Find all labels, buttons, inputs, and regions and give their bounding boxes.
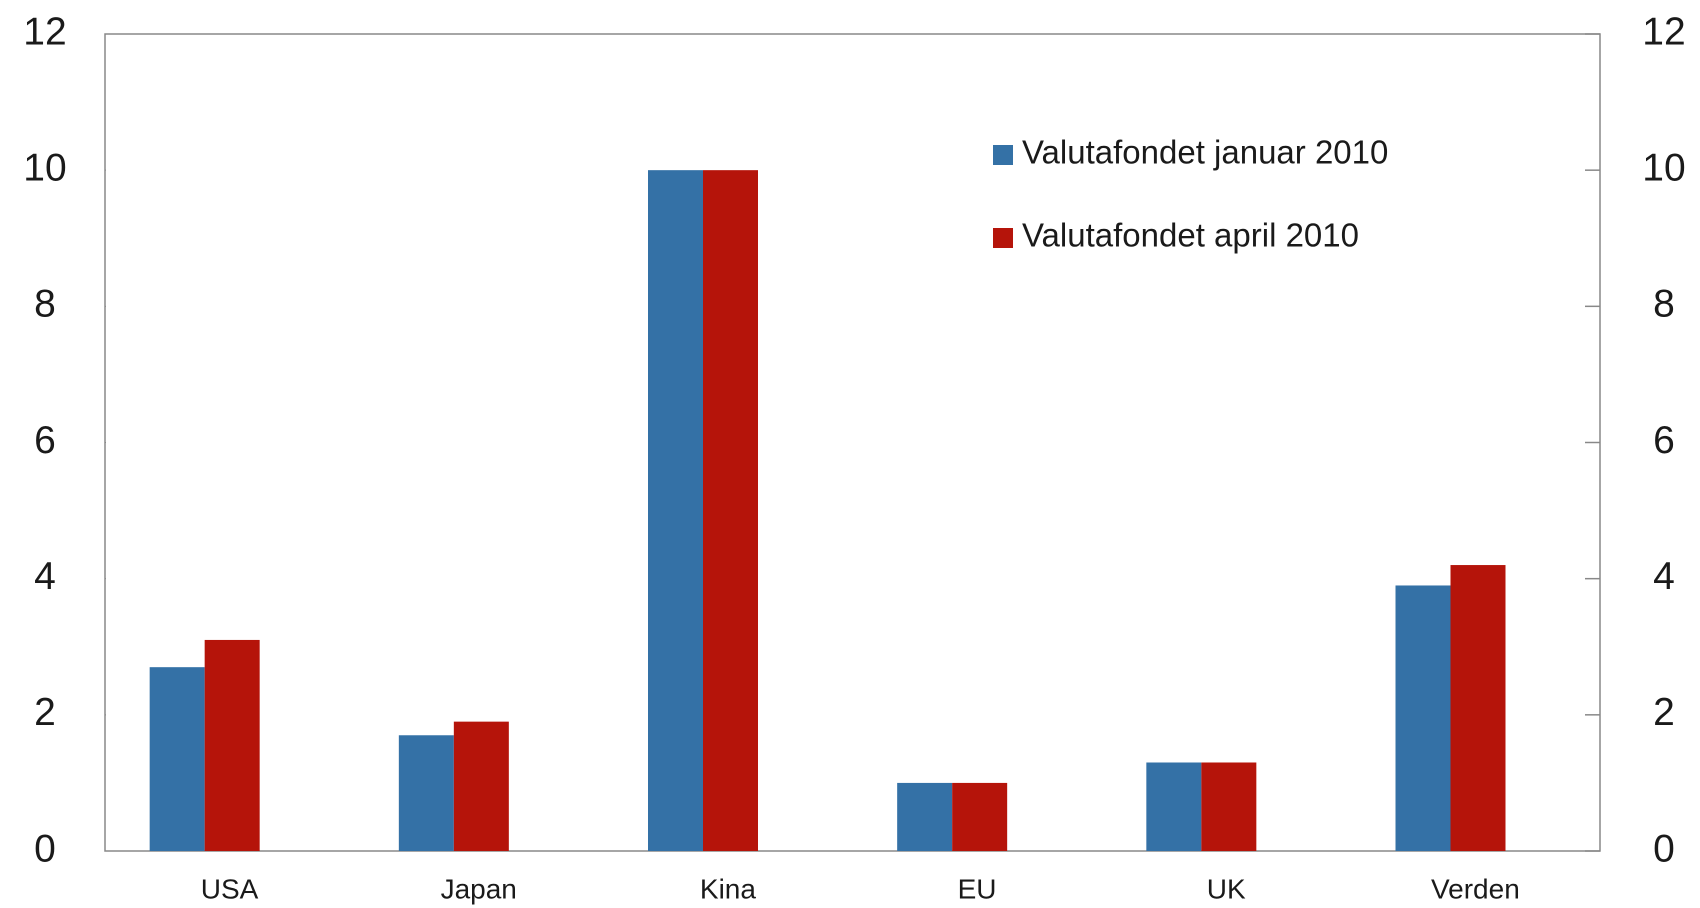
y-tick-label: 12 bbox=[23, 10, 66, 53]
bar bbox=[398, 735, 454, 851]
y2-tick-label: 4 bbox=[1653, 555, 1675, 598]
x-tick-label: Verden bbox=[1431, 873, 1520, 904]
y2-tick-label: 8 bbox=[1653, 283, 1675, 326]
legend-swatch bbox=[993, 145, 1013, 165]
x-tick-label: EU bbox=[958, 873, 997, 904]
x-tick-label: USA bbox=[201, 873, 259, 904]
bar bbox=[897, 782, 953, 851]
bar bbox=[453, 721, 509, 851]
bar bbox=[648, 170, 703, 851]
bar bbox=[952, 782, 1008, 851]
x-tick-label: Kina bbox=[700, 873, 756, 904]
y-tick-label: 10 bbox=[23, 146, 66, 189]
legend-label: Valutafondet april 2010 bbox=[1022, 217, 1359, 254]
x-tick-label: Japan bbox=[441, 873, 517, 904]
y-tick-label: 6 bbox=[34, 419, 56, 462]
bar bbox=[1450, 565, 1506, 851]
y2-tick-label: 12 bbox=[1642, 10, 1685, 53]
y-tick-label: 4 bbox=[34, 555, 56, 598]
y2-tick-label: 6 bbox=[1653, 419, 1675, 462]
y2-tick-label: 0 bbox=[1653, 827, 1675, 870]
legend-label: Valutafondet januar 2010 bbox=[1022, 134, 1388, 171]
bar bbox=[1146, 762, 1202, 851]
y-tick-label: 8 bbox=[34, 283, 56, 326]
bar bbox=[703, 170, 758, 851]
y2-tick-label: 10 bbox=[1642, 146, 1685, 189]
legend-swatch bbox=[993, 228, 1013, 248]
y-tick-label: 0 bbox=[34, 827, 56, 870]
y2-tick-label: 2 bbox=[1653, 691, 1675, 734]
x-tick-label: UK bbox=[1207, 873, 1246, 904]
bar bbox=[204, 639, 260, 851]
bar bbox=[1395, 585, 1451, 851]
bar bbox=[149, 667, 205, 851]
y-tick-label: 2 bbox=[34, 691, 56, 734]
bar bbox=[1201, 762, 1257, 851]
